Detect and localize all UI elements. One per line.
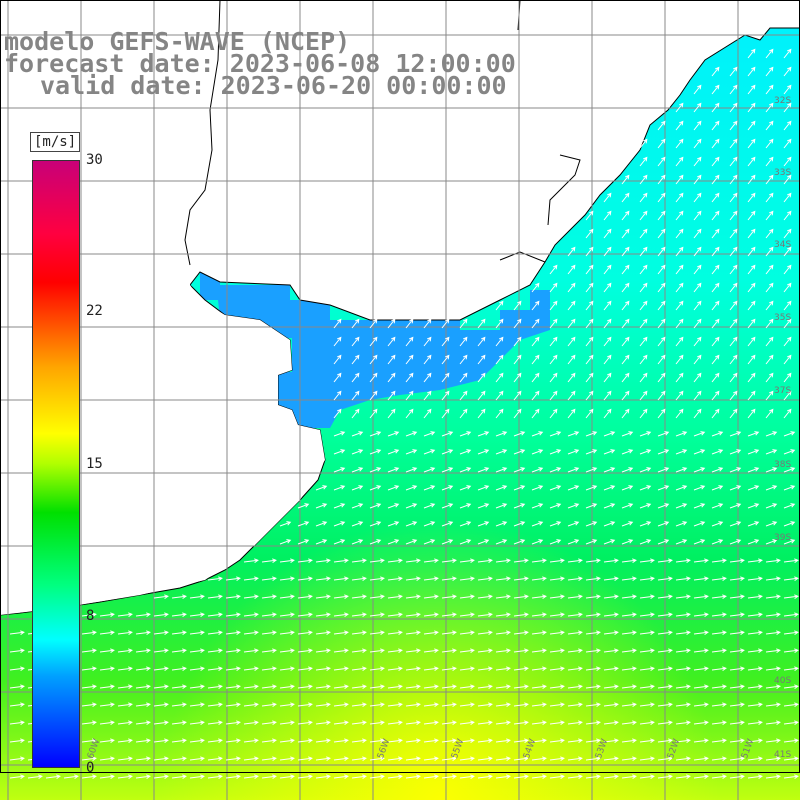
colorbar-tick-15: 15 [86, 456, 103, 472]
lat-label-39s: 39S [774, 533, 792, 543]
colorbar-unit: [m/s] [30, 132, 81, 152]
lat-label-37s: 37S [774, 386, 792, 396]
lat-label-38s: 38S [774, 460, 792, 470]
valid-date: valid date: 2023-06-20 00:00:00 [40, 71, 507, 100]
forecast-date: forecast date: 2023-06-08 12:00:00 [4, 49, 516, 78]
lat-label-41s: 41S [774, 750, 792, 760]
lat-label-40s: 40S [774, 676, 792, 686]
model-title: modelo GEFS-WAVE (NCEP) [4, 27, 351, 56]
colorbar-tick-8: 8 [86, 608, 95, 624]
lat-label-33s: 33S [774, 168, 792, 178]
lat-label-32s: 32S [774, 96, 792, 106]
lat-label-34s: 34S [774, 240, 792, 250]
colorbar-tick-30: 30 [86, 152, 103, 168]
colorbar-tick-22: 22 [86, 303, 103, 319]
estuary-low-speed [200, 265, 550, 428]
lat-label-35s: 35S [774, 313, 792, 323]
colorbar [32, 160, 80, 768]
wind-arrows [9, 48, 799, 780]
colorbar-tick-0: 0 [86, 760, 95, 776]
